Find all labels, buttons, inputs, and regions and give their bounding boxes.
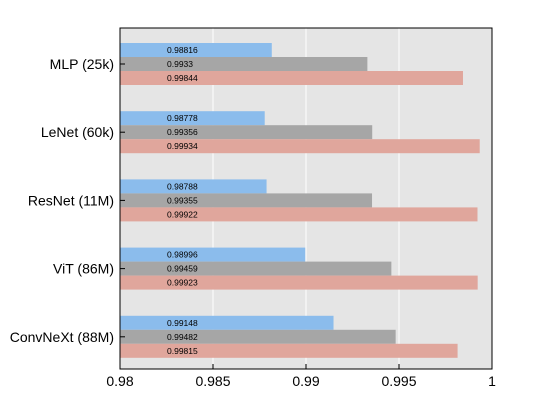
category-label: MLP (25k) (50, 56, 114, 72)
bar (120, 179, 267, 194)
bar (120, 43, 272, 57)
bar (120, 193, 373, 208)
bar (120, 71, 463, 85)
bar-value-label: 0.99923 (167, 278, 198, 288)
bar (120, 125, 373, 140)
bar (120, 139, 480, 154)
x-tick-label: 0.98 (106, 373, 133, 389)
axes: 0.98 0.985 0.99 0.995 1 MLP (25k) LeNet (60k) R… (10, 56, 496, 389)
bar (120, 343, 458, 358)
bar (120, 247, 306, 262)
bar-value-label: 0.9933 (167, 59, 193, 69)
bar-value-label: 0.99459 (167, 264, 198, 274)
bar-value-label: 0.99934 (167, 141, 198, 151)
bar-value-label: 0.99356 (167, 127, 198, 137)
bar-value-label: 0.99355 (167, 195, 198, 205)
bar (120, 207, 478, 222)
bar (120, 315, 334, 330)
x-tick-label: 0.995 (381, 373, 416, 389)
bar (120, 261, 392, 276)
x-tick-label: 0.985 (195, 373, 230, 389)
x-tick-label: 1 (488, 373, 496, 389)
x-tick-label: 0.99 (292, 373, 319, 389)
bar-value-label: 0.99815 (167, 346, 198, 356)
category-label: ViT (86M) (53, 261, 114, 277)
bar (120, 329, 396, 344)
bar-value-label: 0.99844 (167, 73, 198, 83)
category-label: ConvNeXt (88M) (10, 329, 114, 345)
bar (120, 57, 368, 71)
bars: 0.98816 0.9933 0.99844 0.98778 0.99356 0.9993… (120, 43, 480, 358)
bar (120, 275, 478, 290)
bar-value-label: 0.99922 (167, 209, 198, 219)
bar-value-label: 0.98816 (167, 45, 198, 55)
bar-value-label: 0.99482 (167, 332, 198, 342)
bar-value-label: 0.99148 (167, 318, 198, 328)
category-label: ResNet (11M) (28, 192, 114, 208)
bar (120, 111, 265, 126)
bar-value-label: 0.98788 (167, 181, 198, 191)
bar-value-label: 0.98996 (167, 250, 198, 260)
category-label: LeNet (60k) (41, 124, 114, 140)
bar-value-label: 0.98778 (167, 113, 198, 123)
